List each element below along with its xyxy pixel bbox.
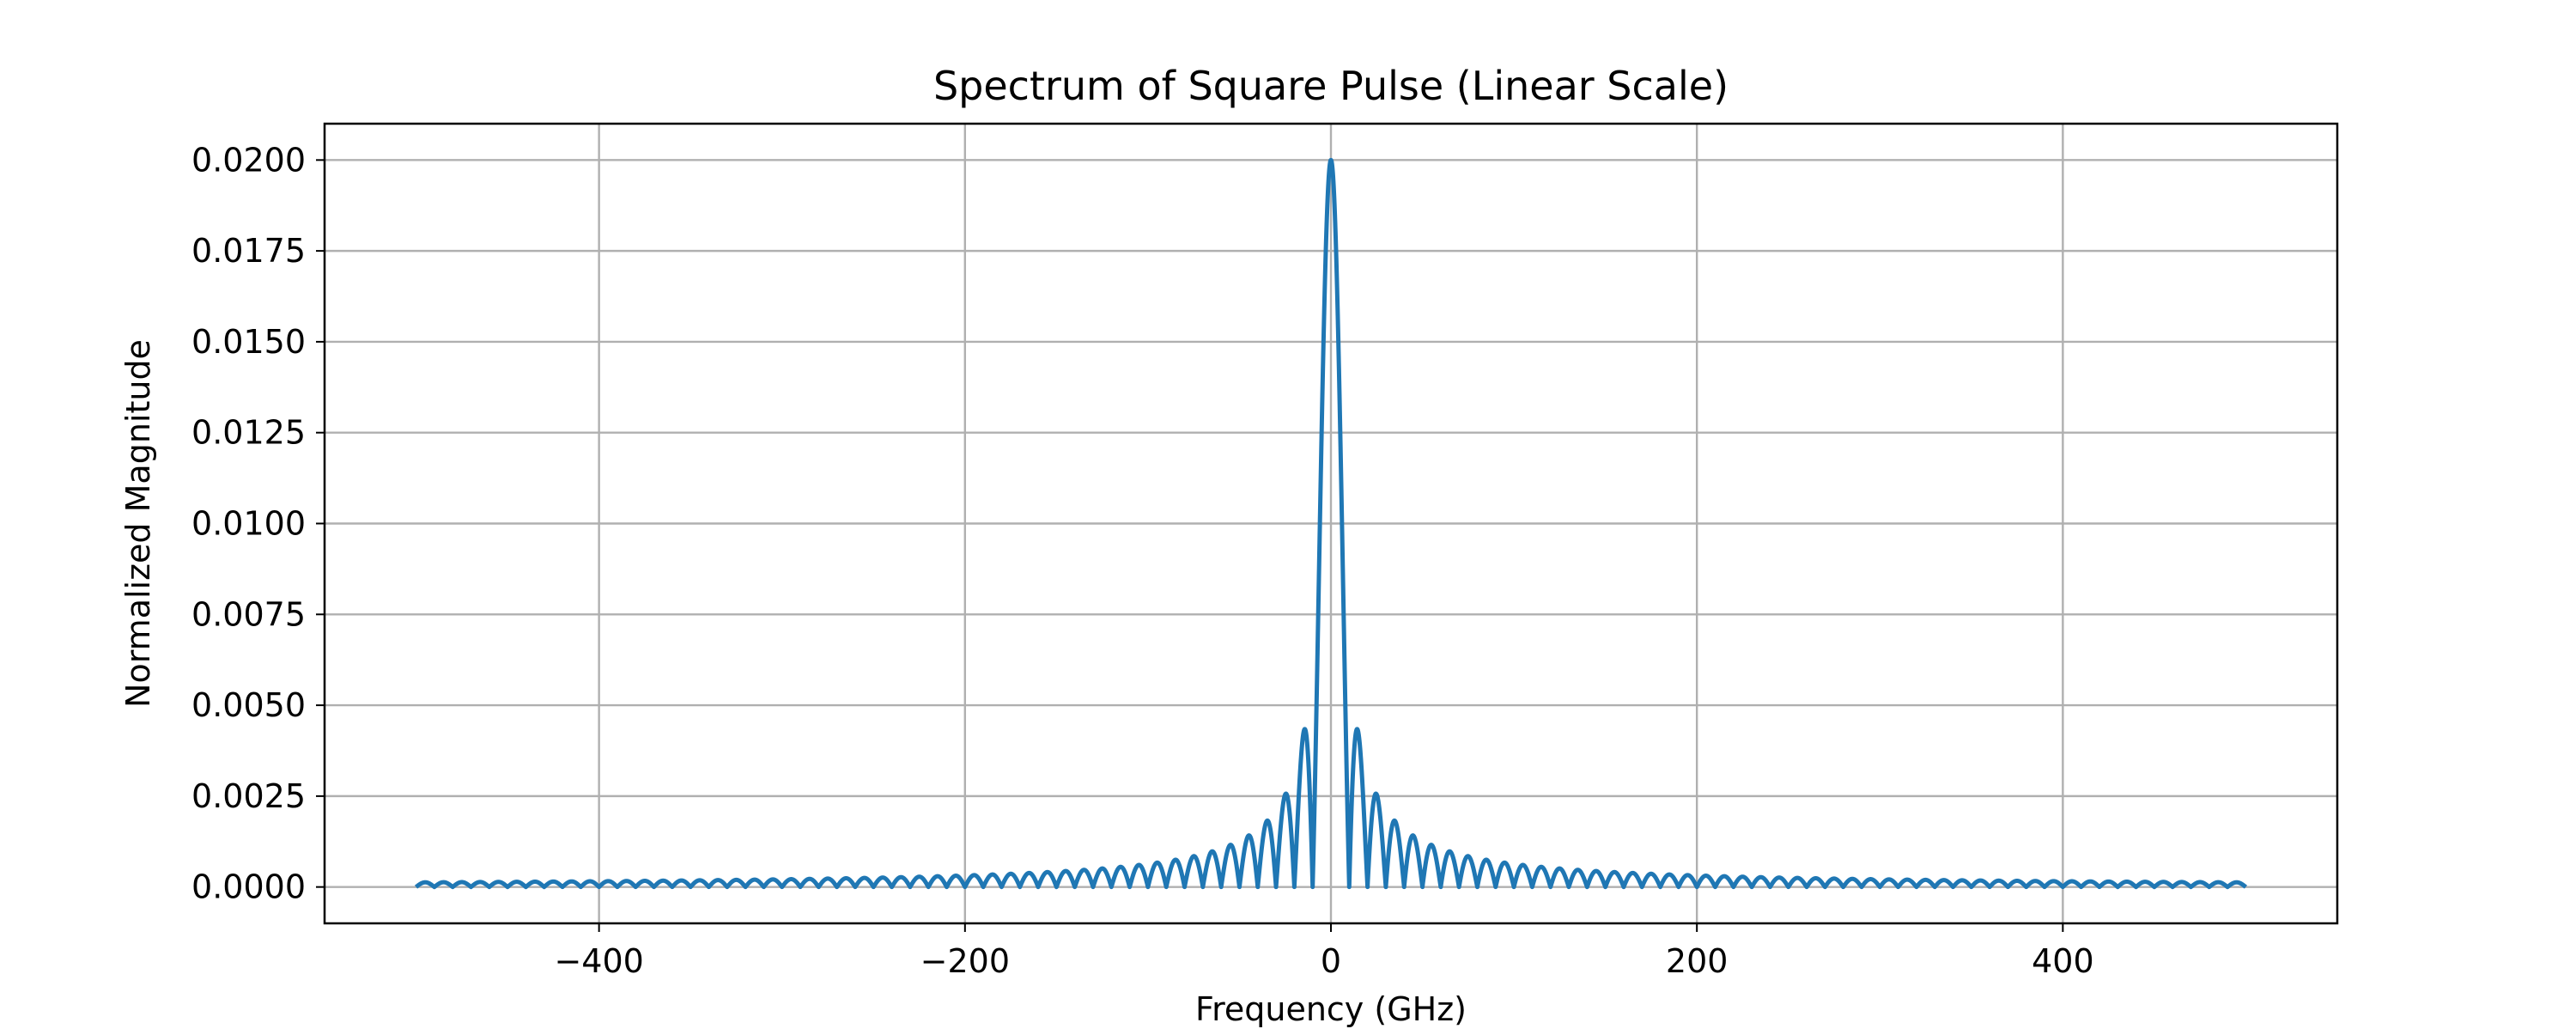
x-axis-label: Frequency (GHz): [1195, 990, 1467, 1028]
x-tick-label: −400: [554, 942, 643, 980]
y-tick-label: 0.0100: [191, 505, 306, 543]
y-tick-label: 0.0125: [191, 414, 306, 452]
x-tick-label: 400: [2032, 942, 2094, 980]
chart-title: Spectrum of Square Pulse (Linear Scale): [933, 63, 1728, 109]
spectrum-series-line: [414, 157, 2248, 890]
axis-ticks: −400 −200 0 200 400 0.0000 0.0025 0.0050 0.0075 0…: [191, 141, 2094, 980]
x-tick-label: 200: [1666, 942, 1728, 980]
y-tick-label: 0.0150: [191, 323, 306, 361]
y-axis-label: Normalized Magnitude: [119, 339, 157, 708]
y-tick-label: 0.0050: [191, 686, 306, 724]
y-tick-label: 0.0175: [191, 232, 306, 270]
y-tick-label: 0.0025: [191, 777, 306, 815]
y-tick-label: 0.0200: [191, 141, 306, 179]
series-layer: [414, 157, 2248, 890]
y-tick-label: 0.0000: [191, 868, 306, 906]
x-tick-label: −200: [920, 942, 1010, 980]
x-tick-label: 0: [1321, 942, 1341, 980]
y-tick-label: 0.0075: [191, 595, 306, 633]
